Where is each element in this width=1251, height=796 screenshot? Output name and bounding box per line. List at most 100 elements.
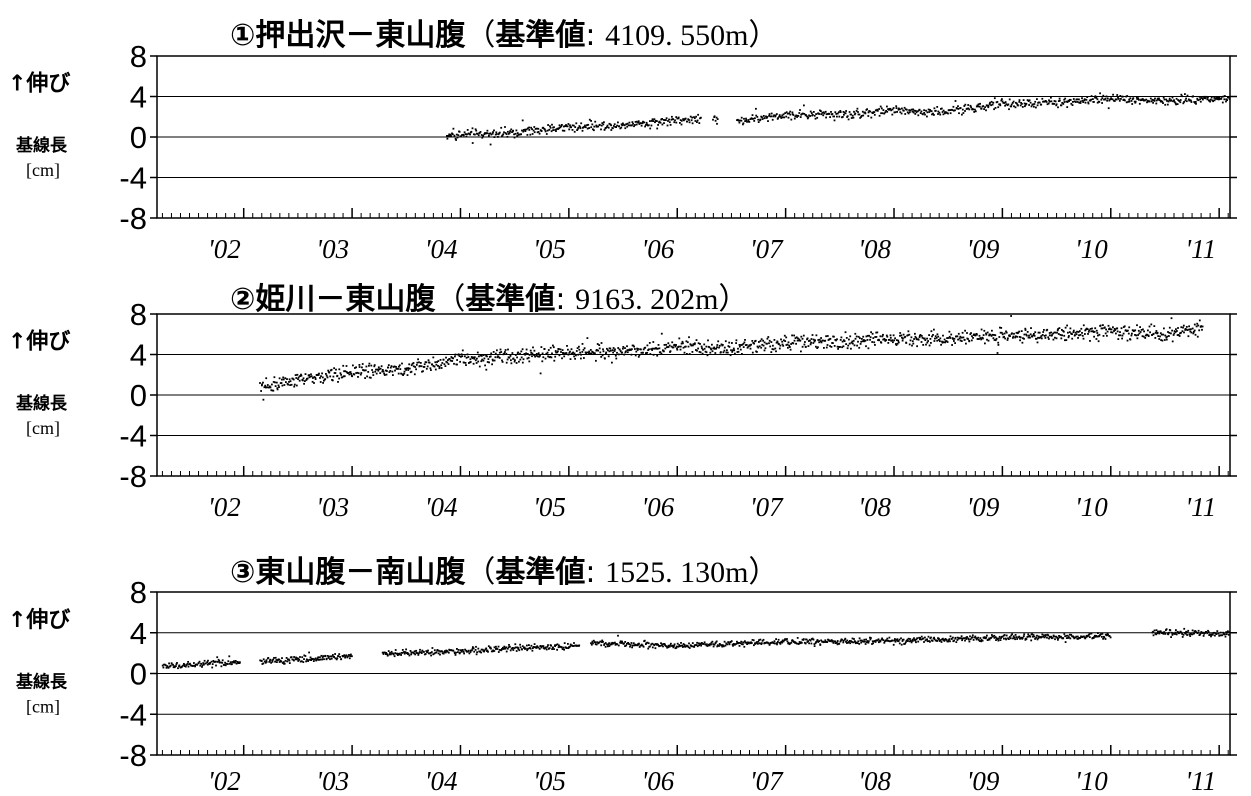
data-point xyxy=(513,133,515,136)
data-point xyxy=(863,339,865,341)
data-point xyxy=(1117,96,1119,99)
data-point xyxy=(1202,635,1205,637)
data-point xyxy=(795,336,798,339)
data-point xyxy=(418,361,420,364)
data-point xyxy=(544,128,546,131)
data-point xyxy=(754,117,756,120)
data-point xyxy=(919,334,922,336)
data-point xyxy=(280,382,283,384)
data-point xyxy=(494,356,497,359)
data-point xyxy=(810,338,813,340)
data-point xyxy=(1224,635,1227,638)
data-point xyxy=(963,105,966,107)
data-point xyxy=(874,344,876,346)
data-point xyxy=(808,114,810,117)
data-point xyxy=(678,337,681,340)
data-point xyxy=(1185,630,1187,633)
data-point xyxy=(1227,633,1230,636)
data-point xyxy=(1061,102,1064,104)
data-point xyxy=(894,337,896,340)
data-point xyxy=(1141,335,1144,338)
data-point xyxy=(800,350,802,353)
data-point xyxy=(676,348,679,351)
data-point xyxy=(796,637,799,639)
data-point xyxy=(987,339,990,342)
data-point xyxy=(220,665,223,668)
data-point xyxy=(772,344,774,347)
data-point xyxy=(762,638,765,641)
data-point xyxy=(905,108,908,111)
data-point xyxy=(299,375,301,377)
data-point xyxy=(876,639,879,642)
data-point xyxy=(1010,103,1013,106)
data-point xyxy=(431,647,434,649)
data-point xyxy=(703,641,706,644)
data-point xyxy=(745,344,748,346)
data-point xyxy=(768,644,771,646)
data-point xyxy=(612,351,614,354)
data-point xyxy=(231,663,233,665)
data-point xyxy=(993,637,996,639)
data-point xyxy=(410,651,413,654)
data-point xyxy=(978,640,981,642)
data-point xyxy=(1106,97,1109,100)
data-point xyxy=(1182,324,1185,327)
data-point xyxy=(1097,340,1100,343)
data-point xyxy=(170,662,173,665)
data-point xyxy=(433,652,436,655)
data-point xyxy=(897,640,900,643)
data-point xyxy=(811,114,814,116)
data-point xyxy=(1123,325,1126,328)
data-point xyxy=(549,126,552,129)
data-point xyxy=(862,640,865,643)
data-point xyxy=(959,335,962,338)
data-point xyxy=(744,640,746,643)
data-point xyxy=(870,637,872,639)
data-point xyxy=(1093,635,1096,638)
data-point xyxy=(381,370,384,373)
data-point xyxy=(181,665,183,668)
data-point xyxy=(839,110,842,112)
data-point xyxy=(1184,328,1187,330)
data-point xyxy=(491,363,493,366)
data-point xyxy=(993,339,996,341)
data-point xyxy=(718,346,720,349)
data-point xyxy=(457,651,459,653)
data-point xyxy=(977,639,980,641)
data-point xyxy=(413,373,416,376)
data-point xyxy=(1139,331,1142,333)
data-point xyxy=(714,119,717,122)
data-point xyxy=(668,118,670,121)
data-point xyxy=(540,346,543,348)
data-point xyxy=(933,340,936,342)
data-point xyxy=(942,637,944,640)
data-point xyxy=(600,356,603,358)
data-point xyxy=(933,636,935,639)
data-point xyxy=(267,657,270,659)
y-tick-label: -4 xyxy=(119,419,147,454)
data-point xyxy=(543,348,546,350)
data-point xyxy=(414,653,417,656)
data-point xyxy=(1042,331,1045,333)
data-point xyxy=(471,127,474,130)
title-colon: : xyxy=(585,18,605,53)
data-point xyxy=(381,651,384,654)
data-point xyxy=(875,331,878,334)
data-point xyxy=(290,656,293,658)
data-point xyxy=(949,109,952,111)
data-point xyxy=(443,363,446,366)
data-point xyxy=(229,661,232,664)
data-point xyxy=(397,372,400,375)
data-point xyxy=(1152,101,1154,104)
data-point xyxy=(732,349,734,352)
x-tick-label: '10 xyxy=(1075,766,1108,796)
data-point xyxy=(477,355,480,358)
data-point xyxy=(430,369,432,371)
data-point xyxy=(161,664,164,667)
data-point xyxy=(1080,327,1083,330)
data-point xyxy=(574,126,577,128)
data-point xyxy=(896,342,899,345)
data-point xyxy=(1188,328,1191,331)
y-tick-label: 8 xyxy=(130,297,147,332)
data-point xyxy=(519,358,522,361)
